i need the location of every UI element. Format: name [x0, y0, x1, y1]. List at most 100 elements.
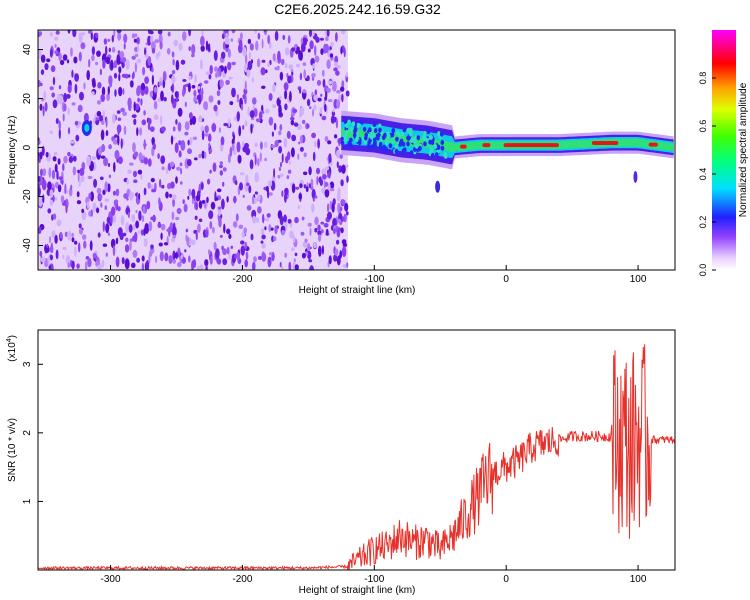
signal-peak — [460, 144, 467, 149]
spectrogram-noise-speck — [113, 30, 116, 37]
spectrogram-noise-speck — [322, 174, 327, 180]
signal-band-inner — [341, 121, 674, 159]
signal-peak — [482, 143, 491, 148]
spectrogram-noise-speck — [261, 38, 264, 49]
spectrogram-noise-speck — [78, 223, 82, 229]
spectrogram-noise-speck — [160, 90, 164, 102]
spectrogram-noise-speck — [38, 49, 42, 60]
spectrogram-noise-speck — [298, 192, 303, 200]
spectrogram-noise-speck — [246, 182, 250, 187]
spectrogram-noise-speck — [293, 258, 296, 263]
signal-speck — [406, 135, 411, 141]
spectrogram-noise-speck — [279, 262, 282, 268]
spectrogram-noise-speck — [166, 48, 171, 55]
spectrogram-noise-speck — [220, 80, 224, 87]
spectrogram-noise-speck — [152, 142, 156, 150]
spectrogram-noise-speck — [131, 55, 136, 60]
spectrogram-noise-speck — [276, 97, 281, 107]
spectrogram-noise-speck — [239, 182, 243, 191]
spectrogram-noise-speck — [153, 87, 158, 93]
spectrogram-noise-speck — [105, 252, 108, 257]
spectrogram-noise-speck — [191, 44, 196, 55]
spectrogram-noise-speck — [147, 182, 151, 189]
spectrogram-noise-speck — [120, 215, 125, 226]
spectrogram-noise-speck — [286, 175, 290, 180]
spectrogram-blob — [84, 123, 90, 132]
spectrogram-noise-speck — [236, 97, 240, 103]
signal-speck — [344, 137, 348, 143]
spectrogram-noise-speck — [179, 162, 183, 167]
spectrogram-noise-speck — [267, 180, 273, 187]
spectrogram-noise-speck — [54, 50, 59, 54]
spectrogram-noise-speck — [227, 48, 231, 58]
spectrogram-noise-speck — [258, 111, 263, 120]
spectrogram-noise-speck — [84, 261, 88, 270]
spectrogram-noise-speck — [160, 223, 166, 231]
spectrogram-noise-speck — [184, 131, 189, 136]
spectrogram-noise-speck — [208, 95, 214, 103]
spectrogram-noise-speck — [222, 41, 226, 51]
spectrogram-noise-speck — [201, 199, 206, 204]
spectrogram-noise-speck — [49, 86, 54, 91]
spectrogram-noise-speck — [303, 69, 307, 79]
spectrogram-noise-speck — [74, 83, 78, 94]
spectrogram-noise-speck — [329, 53, 334, 58]
spectrogram-noise-speck — [97, 82, 102, 89]
spectrogram-noise-speck — [288, 261, 292, 270]
spectrogram-noise-speck — [334, 248, 339, 256]
spectrogram-noise-speck — [342, 264, 347, 268]
spectrogram-noise-speck — [125, 59, 130, 70]
spectrogram-noise-speck — [281, 153, 284, 164]
spectrogram-noise-speck — [143, 238, 148, 247]
spectrogram-noise-speck — [255, 118, 261, 123]
spectrogram-noise-speck — [241, 141, 245, 148]
spectrogram-noise-speck — [198, 218, 203, 223]
spectrogram-noise-speck — [149, 90, 154, 98]
spectrogram-noise-speck — [221, 51, 226, 59]
spectrogram-noise-speck — [59, 231, 63, 240]
spectrogram-noise-speck — [296, 46, 300, 52]
spectrogram-noise-speck — [297, 205, 301, 210]
spectrogram-noise-speck — [102, 189, 106, 196]
spectrogram-noise-speck — [175, 176, 178, 184]
spectrogram-noise-speck — [119, 51, 125, 59]
spectrogram-noise-speck — [41, 145, 45, 156]
spectrogram-noise-speck — [312, 196, 315, 202]
spectrogram-noise-speck — [38, 186, 41, 197]
spectrogram-noise-speck — [83, 82, 86, 90]
spectrogram-noise-speck — [113, 199, 118, 207]
spectrogram-noise-speck — [341, 239, 347, 245]
spectrogram-noise-speck — [145, 260, 150, 270]
spectrogram-noise-speck — [341, 164, 346, 174]
spectrogram-noise-speck — [102, 221, 105, 233]
spectrogram-noise-speck — [142, 66, 146, 76]
spectrogram-noise-speck — [157, 153, 160, 160]
spectrogram-noise-speck — [106, 93, 110, 101]
spectrogram-noise-speck — [336, 239, 340, 245]
spectrogram-noise-speck — [224, 43, 230, 49]
signal-speck — [385, 139, 389, 145]
spectrogram-noise-speck — [102, 59, 106, 69]
spectrogram-noise-speck — [204, 133, 210, 137]
spectrogram-noise-speck — [249, 159, 254, 170]
spectrogram-noise-speck — [224, 65, 227, 74]
spectrogram-noise-speck — [172, 136, 176, 140]
spectrogram-noise-speck — [217, 206, 222, 210]
spectrogram-noise-speck — [328, 170, 331, 179]
spectrogram-noise-speck — [132, 249, 138, 258]
spectrogram-noise-speck — [312, 30, 315, 37]
spectrogram-noise-speck — [189, 112, 193, 120]
spectrogram-noise-speck — [39, 250, 43, 257]
spectrogram-noise-speck — [257, 157, 260, 167]
spectrogram-noise-speck — [177, 107, 183, 117]
spectrogram-noise-speck — [306, 98, 311, 107]
spectrogram-noise-speck — [319, 107, 323, 115]
spectrogram-noise-speck — [63, 92, 68, 103]
spectrogram-y-label: Frequency (Hz) — [7, 116, 18, 185]
spectrogram-noise-speck — [187, 148, 192, 155]
spectrogram-noise-speck — [312, 108, 314, 117]
spectrogram-noise-speck — [274, 225, 278, 235]
spectrogram-noise-speck — [114, 60, 117, 68]
x-tick-label: 0 — [503, 274, 509, 285]
spectrogram-noise-speck — [125, 222, 130, 233]
